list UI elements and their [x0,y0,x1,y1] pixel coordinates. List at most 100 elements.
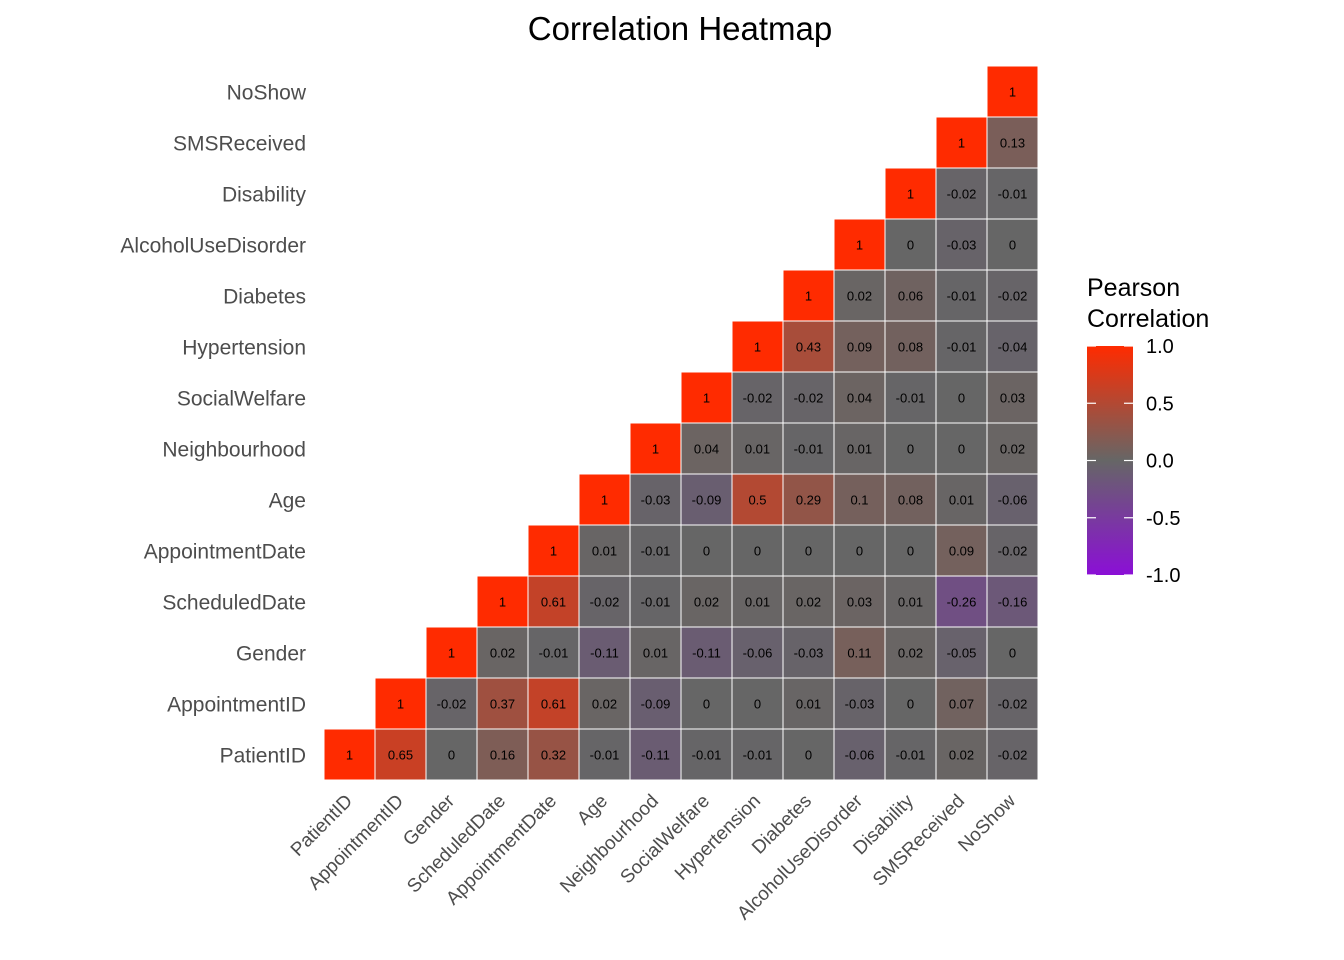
cell-value-label: -0.06 [845,748,875,763]
heatmap-cell-Gender-Gender [425,626,478,679]
cell-value-label: 1 [346,748,353,763]
heatmap-cell-SocialWelfare-AlcoholUseDisorder [833,371,886,424]
cell-value-label: -0.11 [692,646,721,661]
heatmap-cell-AppointmentDate-AppointmentDate [527,524,580,577]
cell-value-label: 0.01 [847,442,872,457]
heatmap-cell-labels: 1 0.65 0 0.16 0.32 -0.01 -0.11 -0.01 -0.01 0 -0.06… [346,85,1027,763]
cell-value-label: 0.02 [694,595,719,610]
cell-value-label: 0.32 [541,748,566,763]
heatmap-cell-SMSReceived-NoShow [986,116,1039,169]
cell-value-label: 0.03 [847,595,872,610]
heatmap-cell-PatientID-PatientID [323,728,376,781]
heatmap-cell-Age-Neighbourhood [629,473,682,526]
cell-value-label: 1 [703,391,710,406]
cell-value-label: -0.02 [794,391,824,406]
heatmap-cell-AlcoholUseDisorder-Disability [884,218,937,271]
heatmap-cell-AlcoholUseDisorder-NoShow [986,218,1039,271]
heatmap-cell-Hypertension-SMSReceived [935,320,988,373]
cell-value-label: -0.11 [590,646,619,661]
cell-value-label: 0.65 [388,748,413,763]
heatmap-cell-NoShow-NoShow [986,65,1039,118]
cell-value-label: 0.01 [745,442,770,457]
cell-value-label: -0.06 [998,493,1028,508]
cell-value-label: -0.03 [845,697,875,712]
cell-value-label: 0.08 [898,493,923,508]
heatmap-cell-Diabetes-Diabetes [782,269,835,322]
heatmap-cell-AppointmentDate-Neighbourhood [629,524,682,577]
heatmap-cell-Age-SMSReceived [935,473,988,526]
cell-value-label: 0.02 [1000,442,1025,457]
cell-value-label: 0.03 [1000,391,1025,406]
cell-value-label: -0.01 [692,748,722,763]
y-tick-label: SMSReceived [173,133,306,156]
cell-value-label: -0.02 [998,289,1028,304]
cell-value-label: 0.08 [898,340,923,355]
cell-value-label: 1 [1009,85,1016,100]
heatmap-cell-Gender-SMSReceived [935,626,988,679]
heatmap-cell-Hypertension-Diabetes [782,320,835,373]
legend-tick-label: 1.0 [1146,336,1174,358]
heatmap-cell-PatientID-SocialWelfare [680,728,733,781]
heatmap-cell-Gender-Diabetes [782,626,835,679]
cell-value-label: 0.04 [847,391,872,406]
cell-value-label: 0.02 [898,646,923,661]
cell-value-label: 0.02 [490,646,515,661]
cell-value-label: 1 [958,136,965,151]
cell-value-label: -0.09 [692,493,722,508]
cell-value-label: 1 [805,289,812,304]
cell-value-label: 0.02 [847,289,872,304]
cell-value-label: 0.5 [748,493,766,508]
heatmap-cell-Neighbourhood-AlcoholUseDisorder [833,422,886,475]
heatmap-cell-ScheduledDate-AlcoholUseDisorder [833,575,886,628]
cell-value-label: -0.11 [641,748,670,763]
heatmap-cell-Hypertension-Hypertension [731,320,784,373]
cell-value-label: 0.06 [898,289,923,304]
legend-title-line-1: Pearson [1087,274,1180,302]
heatmap-cell-AppointmentID-Age [578,677,631,730]
cell-value-label: -0.01 [641,595,671,610]
y-tick-label: AppointmentDate [144,541,306,564]
heatmap-cell-AppointmentID-ScheduledDate [476,677,529,730]
y-tick-label: AlcoholUseDisorder [120,235,306,258]
heatmap-cell-Neighbourhood-NoShow [986,422,1039,475]
heatmap-cell-AppointmentDate-Hypertension [731,524,784,577]
cell-value-label: -0.01 [998,187,1028,202]
y-tick-label: AppointmentID [167,694,306,717]
heatmap-cell-AppointmentID-Disability [884,677,937,730]
heatmap-cell-AlcoholUseDisorder-SMSReceived [935,218,988,271]
heatmap-cell-PatientID-Disability [884,728,937,781]
legend-title-line-2: Correlation [1087,305,1209,333]
heatmap-cell-AppointmentDate-AlcoholUseDisorder [833,524,886,577]
heatmap-cell-ScheduledDate-NoShow [986,575,1039,628]
heatmap-cell-ScheduledDate-AppointmentDate [527,575,580,628]
cell-value-label: 0 [907,442,914,457]
heatmap-cell-AppointmentID-Diabetes [782,677,835,730]
cell-value-label: 0 [907,238,914,253]
legend-tick-label: -0.5 [1146,508,1180,530]
cell-value-label: 0.04 [694,442,719,457]
y-tick-label: Neighbourhood [162,439,306,462]
heatmap-cell-PatientID-Neighbourhood [629,728,682,781]
cell-value-label: 0.01 [592,544,617,559]
cell-value-label: 0.16 [490,748,515,763]
cell-value-label: -0.02 [743,391,773,406]
cell-value-label: -0.02 [998,748,1028,763]
y-tick-label: Diabetes [223,286,306,309]
y-tick-label: ScheduledDate [162,592,306,615]
cell-value-label: 0.01 [949,493,974,508]
cell-value-label: 0 [907,544,914,559]
legend-tick-label: -1.0 [1146,565,1180,587]
heatmap-cell-PatientID-Hypertension [731,728,784,781]
cell-value-label: 0 [448,748,455,763]
cell-value-label: 0 [958,391,965,406]
cell-value-label: -0.03 [794,646,824,661]
cell-value-label: 1 [448,646,455,661]
cell-value-label: 0.09 [949,544,974,559]
heatmap-cell-SocialWelfare-Hypertension [731,371,784,424]
heatmap-cell-AppointmentID-SocialWelfare [680,677,733,730]
cell-value-label: 1 [754,340,761,355]
heatmap-cells [323,65,1039,781]
x-tick-label: Age [573,791,612,830]
heatmap-cell-ScheduledDate-Age [578,575,631,628]
color-legend: Pearson Correlation 1.0 0.5 0.0 -0.5 -1.0 [1087,274,1209,587]
